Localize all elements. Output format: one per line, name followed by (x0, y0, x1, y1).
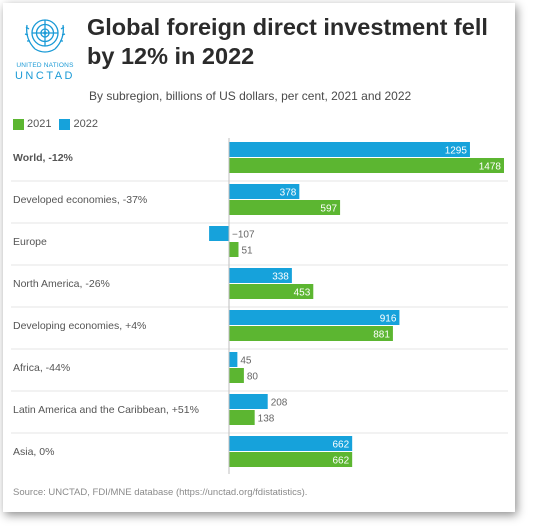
bar-2021-asia-0 (229, 452, 353, 467)
value-label-2022-world-12: 1295 (445, 146, 468, 157)
category-label-north-america-26: North America, -26% (13, 278, 110, 290)
logo-united-nations-text: UNITED NATIONS (16, 62, 74, 69)
bar-2021-developing-economies-4 (229, 326, 393, 341)
legend-item-2022: 2022 (59, 118, 98, 130)
value-label-2021-europe: 51 (241, 246, 253, 257)
category-label-asia-0: Asia, 0% (13, 446, 54, 458)
category-label-developed-economies-37: Developed economies, -37% (13, 194, 147, 206)
bar-2022-africa-44 (229, 352, 238, 367)
category-label-europe: Europe (13, 236, 47, 248)
bar-2021-world-12 (229, 158, 504, 173)
bar-chart: World, -12% 1295 1478 Developed economies, … (11, 138, 508, 474)
unctad-logo: UNITED NATIONS UNCTAD (11, 11, 79, 87)
value-label-2022-north-america-26: 338 (272, 272, 289, 283)
legend-label-2022: 2022 (73, 118, 98, 130)
value-label-2021-developed-economies-37: 597 (320, 204, 337, 215)
category-label-world-12: World, -12% (13, 152, 74, 164)
bar-2022-developing-economies-4 (229, 310, 400, 325)
chart-card: UNITED NATIONS UNCTAD Global foreign dir… (3, 3, 515, 512)
value-label-2021-world-12: 1478 (479, 162, 502, 173)
bar-2022-europe (209, 226, 229, 241)
value-label-2021-latin-america-and-the-caribbean-51: 138 (258, 414, 275, 425)
value-label-2022-europe: −107 (232, 230, 255, 241)
un-emblem-icon (24, 19, 66, 53)
bar-2022-latin-america-and-the-caribbean-51 (229, 394, 268, 409)
value-label-2022-africa-44: 45 (240, 356, 252, 367)
logo-unctad-text: UNCTAD (14, 70, 75, 82)
legend-item-2021: 2021 (13, 118, 51, 130)
chart-subtitle: By subregion, billions of US dollars, pe… (89, 89, 412, 103)
value-label-2021-africa-44: 80 (247, 372, 259, 383)
value-label-2021-asia-0: 662 (332, 456, 349, 467)
value-label-2021-north-america-26: 453 (294, 288, 311, 299)
value-label-2022-latin-america-and-the-caribbean-51: 208 (271, 398, 288, 409)
source-note: Source: UNCTAD, FDI/MNE database (https:… (13, 487, 308, 498)
bar-2021-latin-america-and-the-caribbean-51 (229, 410, 255, 425)
bar-2022-developed-economies-37 (229, 184, 300, 199)
category-label-latin-america-and-the-caribbean-51: Latin America and the Caribbean, +51% (13, 404, 199, 416)
legend-label-2021: 2021 (27, 118, 52, 130)
chart-title: Global foreign direct investment fell by… (87, 14, 488, 69)
bar-2021-africa-44 (229, 368, 244, 383)
category-label-africa-44: Africa, -44% (13, 362, 70, 374)
bar-2021-north-america-26 (229, 284, 314, 299)
legend-swatch-2021 (13, 118, 24, 130)
bar-2021-europe (229, 242, 239, 257)
chart-legend: 2021 2022 (13, 118, 106, 130)
value-label-2022-asia-0: 662 (332, 440, 349, 451)
category-label-developing-economies-4: Developing economies, +4% (13, 320, 146, 332)
legend-swatch-2022 (59, 118, 71, 130)
value-label-2022-developing-economies-4: 916 (380, 314, 397, 325)
bar-2021-developed-economies-37 (229, 200, 341, 215)
value-label-2021-developing-economies-4: 881 (373, 330, 390, 341)
bar-2022-north-america-26 (229, 268, 292, 283)
value-label-2022-developed-economies-37: 378 (280, 188, 297, 199)
bar-2022-asia-0 (229, 436, 353, 451)
bar-2022-world-12 (229, 142, 470, 157)
